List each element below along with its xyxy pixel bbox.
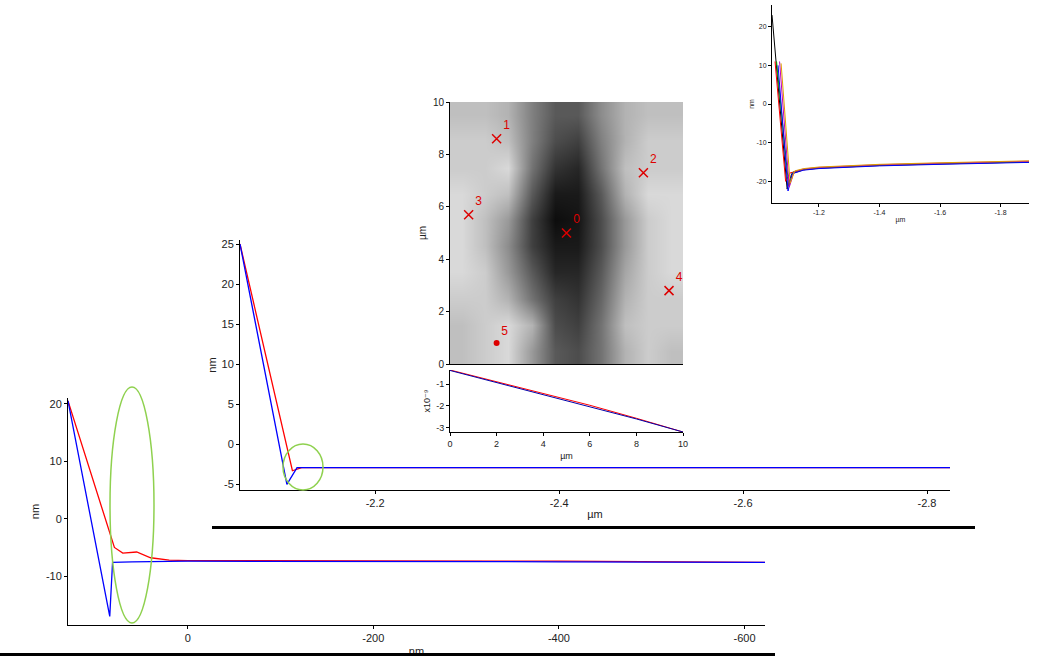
svg-text:20: 20 <box>759 23 767 30</box>
svg-text:6: 6 <box>587 439 592 449</box>
svg-text:1: 1 <box>503 118 510 132</box>
svg-text:µm: µm <box>896 216 906 224</box>
svg-text:10: 10 <box>50 455 62 467</box>
svg-text:-1.2: -1.2 <box>813 209 825 216</box>
svg-text:10: 10 <box>759 62 767 69</box>
svg-text:10: 10 <box>222 358 234 370</box>
svg-text:0: 0 <box>438 359 444 370</box>
svg-text:0: 0 <box>185 632 191 644</box>
svg-text:20: 20 <box>222 278 234 290</box>
svg-text:-10: -10 <box>756 139 766 146</box>
svg-text:nm: nm <box>29 504 41 519</box>
svg-text:4: 4 <box>438 254 444 265</box>
svg-text:x10⁻⁹: x10⁻⁹ <box>422 389 432 412</box>
svg-text:-2.8: -2.8 <box>918 497 937 509</box>
svg-text:10: 10 <box>433 97 445 108</box>
svg-text:-1.6: -1.6 <box>934 209 946 216</box>
svg-text:-600: -600 <box>734 632 756 644</box>
svg-text:4: 4 <box>676 270 683 284</box>
svg-text:2: 2 <box>650 152 657 166</box>
svg-text:2: 2 <box>438 306 444 317</box>
svg-text:µm: µm <box>417 226 428 240</box>
svg-text:2: 2 <box>494 439 499 449</box>
svg-text:-2.6: -2.6 <box>734 497 753 509</box>
svg-text:-2.2: -2.2 <box>366 497 385 509</box>
svg-text:-1: -1 <box>436 379 444 389</box>
svg-text:-1.8: -1.8 <box>995 209 1007 216</box>
svg-text:-400: -400 <box>548 632 570 644</box>
svg-text:-2.4: -2.4 <box>550 497 569 509</box>
svg-text:8: 8 <box>438 149 444 160</box>
svg-text:-3: -3 <box>436 423 444 433</box>
svg-text:25: 25 <box>222 238 234 250</box>
svg-text:nm: nm <box>206 357 218 372</box>
svg-text:nm: nm <box>409 645 424 657</box>
svg-text:-10: -10 <box>46 570 62 582</box>
svg-text:0: 0 <box>573 212 580 226</box>
svg-text:nm: nm <box>748 99 755 109</box>
svg-text:6: 6 <box>438 201 444 212</box>
svg-text:4: 4 <box>541 439 546 449</box>
svg-text:0: 0 <box>56 513 62 525</box>
svg-text:15: 15 <box>222 318 234 330</box>
svg-text:-200: -200 <box>362 632 384 644</box>
svg-text:0: 0 <box>447 439 452 449</box>
svg-text:0: 0 <box>763 100 767 107</box>
svg-text:5: 5 <box>501 324 508 338</box>
svg-text:-5: -5 <box>224 478 234 490</box>
svg-text:-2: -2 <box>436 401 444 411</box>
svg-text:3: 3 <box>475 194 482 208</box>
svg-text:5: 5 <box>228 398 234 410</box>
svg-text:20: 20 <box>50 398 62 410</box>
svg-text:0: 0 <box>228 438 234 450</box>
svg-text:-20: -20 <box>756 178 766 185</box>
svg-text:10: 10 <box>678 439 688 449</box>
svg-text:-1.4: -1.4 <box>873 209 885 216</box>
svg-text:8: 8 <box>634 439 639 449</box>
svg-text:µm: µm <box>560 451 573 461</box>
svg-text:µm: µm <box>587 508 603 520</box>
